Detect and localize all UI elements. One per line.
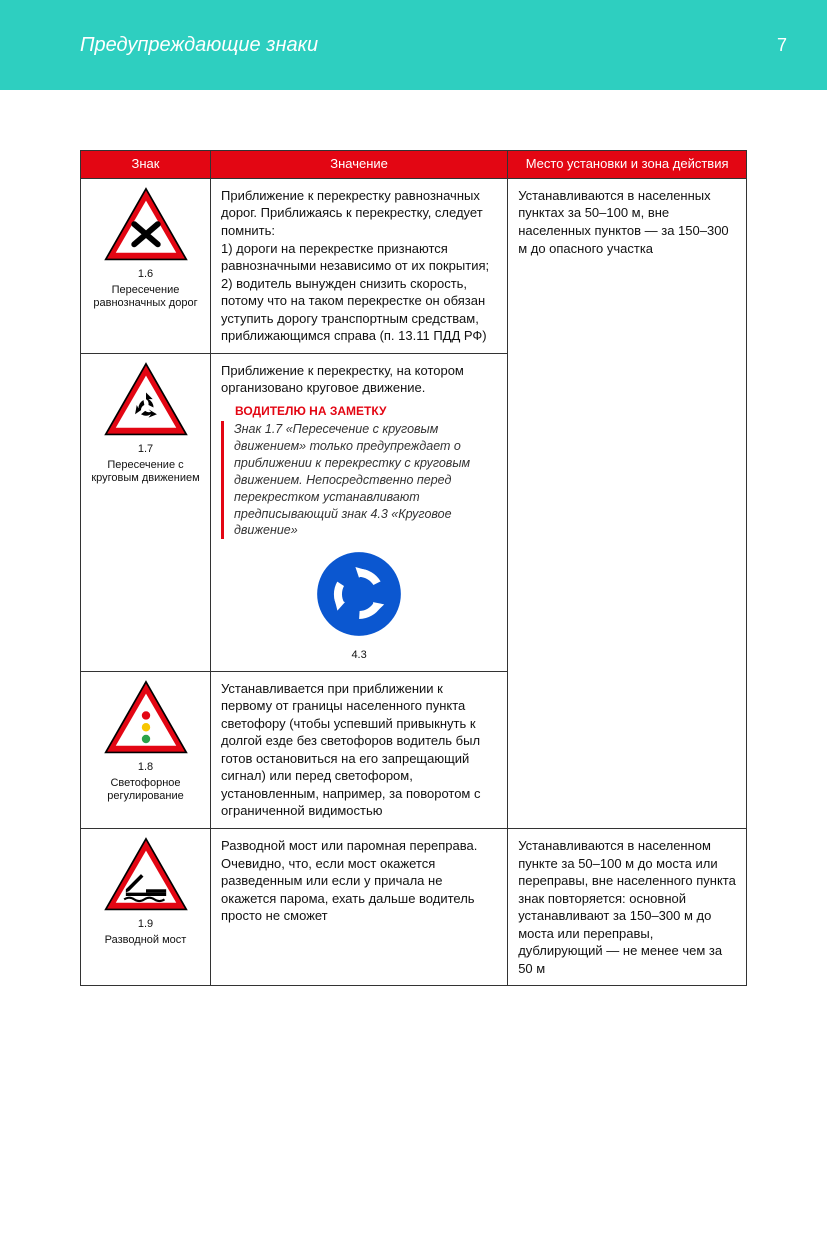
warning-triangle-icon — [104, 680, 188, 756]
mandatory-circle-icon — [314, 549, 404, 639]
sign-cell: 1.9 Разводной мост — [81, 829, 211, 986]
page-title: Предупреждающие знаки — [80, 34, 318, 57]
sign-code: 1.8 — [138, 760, 153, 775]
col-header-meaning: Значение — [211, 151, 508, 179]
sign-name: Пересечение с круговым движением — [91, 459, 200, 485]
sign-name: Разводной мост — [105, 934, 187, 947]
warning-triangle-icon — [104, 837, 188, 913]
warning-triangle-icon — [104, 362, 188, 438]
page-header: Предупреждающие знаки 7 — [0, 0, 827, 90]
meaning-cell: Приближение к перекрестку равнозначных д… — [211, 178, 508, 353]
col-header-placement: Место установки и зона действия — [508, 151, 747, 179]
sign-code: 1.9 — [138, 917, 153, 932]
meaning-text: Приближение к перекрестку, на котором ор… — [221, 362, 497, 397]
meaning-cell: Устанавливается при приближении к первом… — [211, 671, 508, 828]
driver-note-title: ВОДИТЕЛЮ НА ЗАМЕТКУ — [221, 403, 497, 419]
placement-cell: Устанавливаются в населенных пунктах за … — [508, 178, 747, 828]
page-content: Знак Значение Место установки и зона дей… — [0, 90, 827, 1026]
aux-sign: 4.3 — [221, 549, 497, 662]
col-header-sign: Знак — [81, 151, 211, 179]
table-row: 1.6 Пересечение равнозначных дорог Прибл… — [81, 178, 747, 353]
sign-cell: 1.7 Пересечение с круговым движением — [81, 353, 211, 671]
sign-name: Пересечение равнозначных дорог — [91, 284, 200, 310]
signs-table: Знак Значение Место установки и зона дей… — [80, 150, 747, 986]
aux-sign-code: 4.3 — [221, 648, 497, 663]
sign-name: Светофорное регулирование — [91, 777, 200, 803]
table-row: 1.9 Разводной мост Разводной мост или па… — [81, 829, 747, 986]
placement-cell: Устанавливаются в населенном пункте за 5… — [508, 829, 747, 986]
page-number: 7 — [777, 35, 787, 56]
sign-cell: 1.8 Светофорное регулирование — [81, 671, 211, 828]
sign-cell: 1.6 Пересечение равнозначных дорог — [81, 178, 211, 353]
driver-note-body: Знак 1.7 «Пересечение с круговым движени… — [221, 421, 497, 539]
meaning-cell: Разводной мост или паромная переправа. О… — [211, 829, 508, 986]
sign-code: 1.6 — [138, 267, 153, 282]
warning-triangle-icon — [104, 187, 188, 263]
meaning-cell: Приближение к перекрестку, на котором ор… — [211, 353, 508, 671]
sign-code: 1.7 — [138, 442, 153, 457]
